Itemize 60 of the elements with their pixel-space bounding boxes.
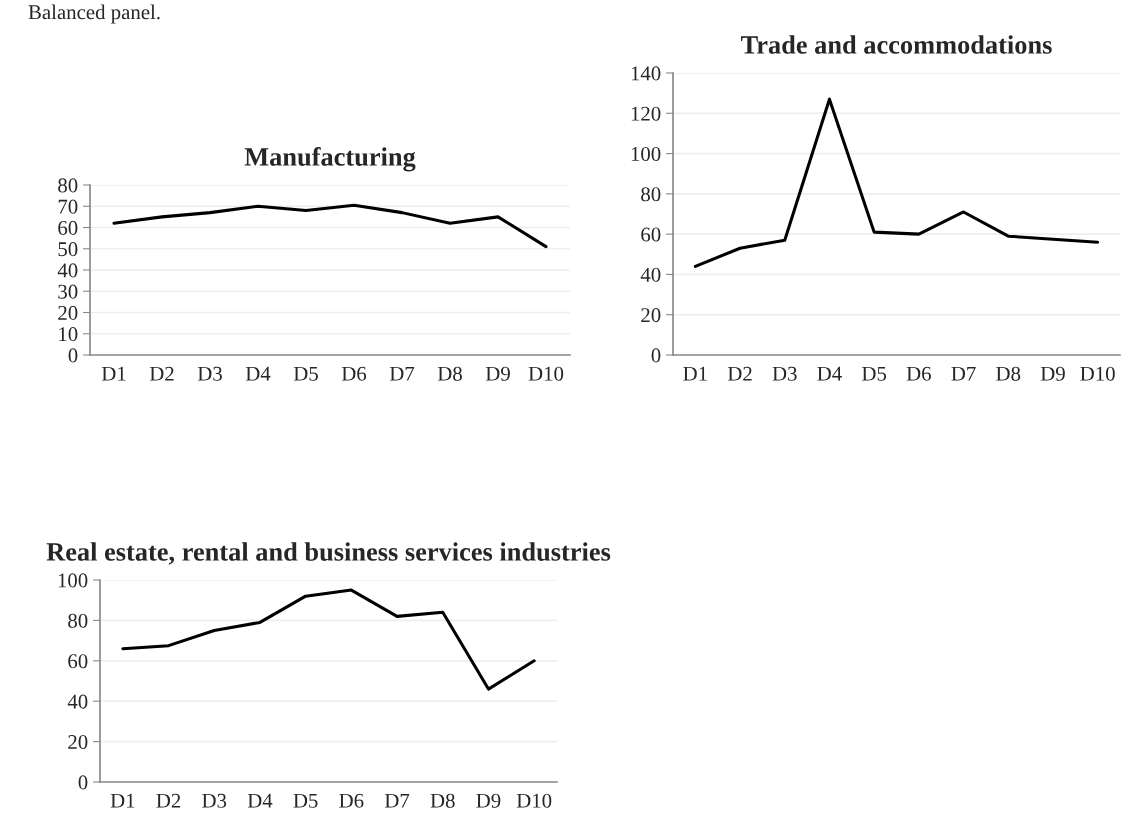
x-tick-label: D2 [727,366,752,381]
x-tick-label: D9 [485,366,510,381]
x-tick-label: D2 [156,793,181,808]
x-tick-label: D9 [1040,366,1065,381]
x-tick-label: D9 [476,793,501,808]
y-tick-label: 120 [631,106,661,121]
y-tick-label: 80 [641,187,661,202]
x-tick-label: D5 [862,366,887,381]
x-tick-label: D10 [528,366,564,381]
y-tick-label: 60 [58,220,78,235]
line-series [693,97,1100,268]
y-tick-label: 100 [631,146,661,161]
x-tick-label: D7 [389,366,415,381]
y-tick-label: 140 [631,66,661,81]
x-tick-label: D8 [437,366,462,381]
y-tick-label: 40 [57,263,78,278]
line-series [121,588,536,691]
x-tick-label: D7 [951,366,976,381]
y-tick-label: 30 [58,284,78,299]
x-tick-label: D2 [149,366,174,381]
y-tick-label: 60 [641,227,661,242]
x-tick-label: D10 [1080,366,1115,381]
y-tick-label: 40 [67,694,88,709]
y-tick-label: 40 [640,267,661,282]
y-tick-label: 70 [58,199,78,214]
chart-title: Manufacturing [244,146,416,172]
y-tick-label: 20 [58,305,78,320]
line-series [112,203,548,249]
y-tick-label: 80 [58,178,78,193]
y-tick-label: 100 [58,573,88,588]
x-tick-label: D1 [101,366,126,381]
text: Balanced panel. [28,4,160,24]
x-tick-label: D4 [245,366,271,381]
x-tick-label: D1 [683,366,707,381]
y-tick-label: 10 [59,327,78,342]
x-tick-label: D3 [197,366,222,381]
chart-title: Real estate, rental and business services industries [46,542,611,565]
x-tick-label: D1 [110,793,135,808]
x-tick-label: D6 [341,366,367,381]
y-tick-label: 80 [68,613,88,628]
x-tick-label: D3 [772,366,797,381]
y-tick-label: 60 [68,654,88,669]
x-tick-label: D4 [247,793,273,808]
x-tick-label: D7 [384,793,410,808]
x-tick-label: D6 [906,366,931,381]
chart-title: Trade and accommodations [741,35,1052,54]
y-tick-label: 20 [68,734,88,750]
x-tick-label: D5 [293,366,318,381]
y-tick-label: 0 [651,348,661,363]
y-tick-label: 20 [641,308,661,323]
x-tick-label: D5 [293,793,318,808]
x-tick-label: D8 [996,366,1021,381]
x-tick-label: D3 [202,793,227,808]
x-tick-label: D8 [430,793,455,808]
y-tick-label: 50 [58,242,78,257]
x-tick-label: D6 [339,793,364,808]
x-tick-label: D10 [516,793,552,808]
y-tick-label: 0 [68,348,78,363]
y-tick-label: 0 [78,775,88,790]
x-tick-label: D4 [817,366,842,381]
